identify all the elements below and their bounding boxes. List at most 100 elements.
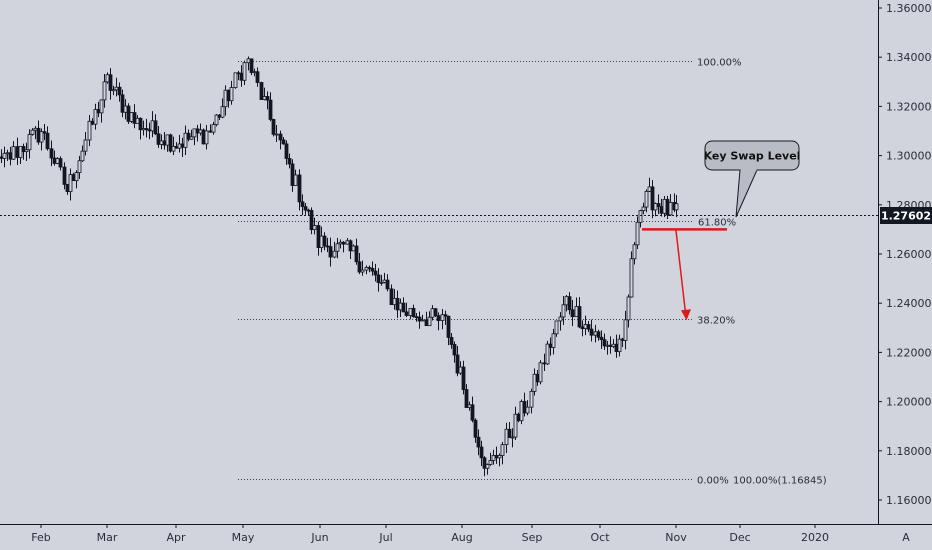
key-swap-callout[interactable]: Key Swap Level (704, 140, 801, 218)
candle-body (507, 428, 512, 438)
candle-body (153, 120, 158, 135)
candle-body (74, 172, 79, 182)
candle-body (479, 446, 484, 459)
candle-body (284, 143, 289, 159)
candle-body (589, 328, 594, 336)
candle-body (357, 261, 362, 273)
candle-body (126, 105, 131, 122)
candle-body (433, 308, 438, 317)
candle-body (404, 311, 409, 316)
x-tick-label: Apr (166, 531, 186, 544)
fibonacci-levels: 100.00% 61.80% 38.20% 0.00% 100.00%(1.16845) (238, 58, 827, 487)
candle-body (345, 240, 350, 245)
candle-body (265, 96, 270, 101)
x-tick-label: Jul (378, 531, 392, 544)
candle-body (632, 244, 637, 260)
candle-body (348, 240, 353, 252)
candle-body (129, 112, 134, 122)
candle-body (319, 235, 324, 248)
candle-body (144, 128, 149, 131)
fib-label: 0.00% (697, 476, 729, 487)
candle-body (226, 89, 231, 102)
candle-body (312, 225, 317, 230)
candle-body (464, 389, 469, 408)
candle-body (510, 436, 515, 439)
candle-body (608, 344, 613, 347)
candle-body (325, 245, 330, 248)
callout-text: Key Swap Level (704, 150, 801, 163)
candle-body (567, 296, 572, 311)
candle-body (398, 302, 403, 311)
candle-body (532, 373, 537, 392)
candle-body (635, 221, 640, 246)
candle-body (117, 86, 122, 96)
candle-body (201, 129, 206, 145)
candle-body (42, 131, 47, 134)
candle-body (545, 343, 550, 365)
candle-body (674, 203, 679, 211)
candle-body (516, 413, 521, 422)
candle-body (223, 89, 228, 108)
candle-body (198, 129, 203, 134)
candle-body (430, 308, 435, 318)
candle-body (364, 267, 369, 271)
candle-body (656, 203, 661, 207)
candle-body (341, 241, 346, 245)
candle-body (577, 306, 582, 328)
candle-body (617, 338, 622, 353)
candle-body (504, 428, 509, 446)
candle-body (293, 174, 298, 186)
candle-body (614, 343, 619, 353)
candle-body (306, 209, 311, 212)
candle-body (385, 279, 390, 290)
price-axis[interactable]: 1.360001.340001.320001.300001.280001.260… (878, 2, 932, 507)
candle-body (233, 72, 238, 88)
candle-body (177, 143, 182, 149)
candle-body (159, 140, 164, 145)
auto-scale-button[interactable]: A (902, 531, 910, 544)
x-tick-label: Oct (590, 531, 610, 544)
candle-body (55, 158, 60, 164)
candle-body (491, 454, 496, 461)
candle-body (0, 156, 4, 159)
candle-body (192, 128, 197, 138)
candle-body (156, 133, 161, 145)
candle-body (62, 166, 67, 185)
candle-body (249, 58, 254, 73)
candle-body (335, 243, 340, 252)
candle-body (620, 338, 625, 341)
projection-arrow-head (681, 309, 691, 321)
candle-body (316, 225, 321, 248)
candle-body (65, 184, 70, 193)
candle-body (440, 314, 445, 321)
x-tick-label: Jun (310, 531, 328, 544)
candle-body (629, 258, 634, 298)
y-tick-label: 1.30000 (886, 150, 932, 163)
candle-body (239, 72, 244, 81)
candle-body (446, 315, 451, 338)
candle-body (408, 307, 413, 316)
candle-body (229, 87, 234, 102)
candle-body (602, 339, 607, 347)
candle-body (641, 206, 646, 212)
candle-body (593, 331, 598, 336)
candle-body (662, 198, 667, 214)
candle-body (554, 320, 559, 335)
candle-body (135, 117, 140, 124)
candle-body (211, 124, 216, 133)
candle-body (351, 245, 356, 252)
candle-body (370, 268, 375, 272)
candle-body (482, 457, 487, 469)
x-tick-label: Mar (97, 531, 118, 544)
candle-body (461, 366, 466, 390)
projection-arrow-line[interactable] (675, 230, 687, 318)
annotations (0, 215, 878, 321)
candle-body (171, 146, 176, 152)
candle-body (665, 198, 670, 216)
candle-body (424, 319, 429, 327)
candle-body (33, 127, 38, 131)
time-axis[interactable]: Feb Mar Apr May Jun Jul Aug Sep Oct Nov Dec 2020 (31, 524, 829, 544)
candle-body (262, 96, 267, 100)
candle-body (561, 304, 566, 318)
